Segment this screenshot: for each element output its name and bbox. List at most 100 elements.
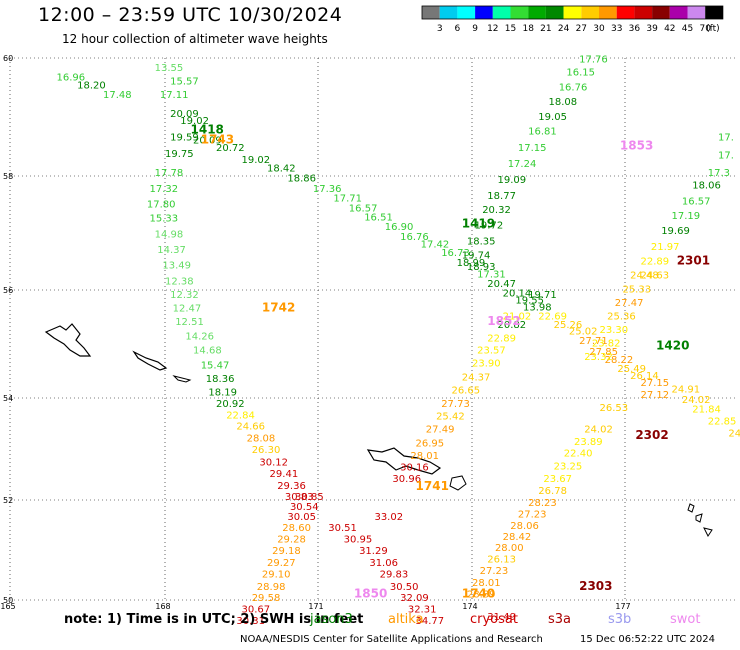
time-label: 2301	[677, 253, 710, 267]
colorbar-swatch	[457, 6, 476, 19]
swh-value: 29.18	[272, 546, 301, 557]
swh-value: 18.77	[487, 191, 516, 202]
colorbar-swatch	[634, 6, 653, 19]
colorbar-swatch	[492, 6, 511, 19]
colorbar-label: 45	[682, 24, 693, 34]
swh-value: 17.24	[508, 159, 537, 170]
swh-value: 29.58	[252, 593, 281, 604]
colorbar-label: 36	[629, 24, 641, 34]
legend-s3a: s3a	[548, 612, 572, 627]
swh-value: 26.53	[600, 403, 629, 414]
swh-value: 13.55	[155, 63, 184, 74]
swh-value: 28.22	[605, 355, 634, 366]
swh-value: 16.90	[385, 222, 414, 233]
swh-value: 24.37	[462, 373, 491, 384]
swh-value: 29.10	[262, 570, 291, 581]
swh-value: 22.89	[641, 256, 670, 267]
swh-value: 12.47	[173, 304, 202, 315]
swh-value: 20.09	[170, 109, 199, 120]
island-shape	[687, 503, 695, 513]
swh-value: 16.81	[528, 127, 557, 138]
swh-value: 18.20	[77, 81, 106, 92]
colorbar-label: 12	[487, 24, 498, 34]
swh-value: 16.51	[364, 212, 393, 223]
swh-value: 27.23	[518, 510, 547, 521]
swh-value: 16.73	[441, 248, 470, 259]
swh-value: 24.91	[672, 385, 701, 396]
swh-value: 30.51	[328, 523, 357, 534]
longitude-label: 174	[462, 602, 477, 611]
swh-value: 27.47	[615, 298, 644, 309]
colorbar-label: 18	[522, 24, 534, 34]
swh-value: 16.15	[566, 68, 595, 79]
legend-altika: altika	[388, 612, 424, 627]
swh-value: 26.95	[416, 438, 445, 449]
swh-value: 17.11	[160, 90, 189, 101]
swh-value: 19.74	[462, 251, 491, 262]
colorbar-label: 6	[455, 24, 461, 34]
swh-value: 20.32	[482, 205, 511, 216]
swh-value: 16.57	[349, 203, 378, 214]
swh-value: 23.90	[472, 359, 501, 370]
legend-s3b: s3b	[608, 612, 632, 627]
swh-value: 27.85	[589, 347, 618, 358]
swh-value: 25.42	[436, 411, 465, 422]
latitude-label: 58	[3, 172, 13, 181]
swh-value: 30.67	[242, 605, 271, 616]
swh-value: 28.42	[503, 532, 532, 543]
island-shape	[366, 447, 442, 475]
swh-value: 17.42	[421, 239, 450, 250]
latitude-label: 52	[3, 496, 13, 505]
swh-value: 33.02	[374, 512, 403, 523]
swh-value: 17.15	[518, 143, 547, 154]
swh-value: 26.13	[487, 555, 516, 566]
swh-value: 25.33	[622, 285, 651, 296]
colorbar-swatch	[439, 6, 458, 19]
colorbar-label: 3	[437, 24, 443, 34]
map-title: 12:00 – 23:59 UTC 10/30/2024	[38, 4, 343, 26]
swh-value: 16.96	[57, 72, 86, 83]
swh-value: 30.05	[287, 512, 316, 523]
longitude-label: 171	[308, 602, 323, 611]
swh-value: 22.40	[564, 449, 593, 460]
latitude-label: 50	[3, 596, 13, 605]
swh-value: 27.23	[480, 566, 509, 577]
swh-value: 27.73	[441, 399, 470, 410]
swh-value: 17.31	[477, 269, 506, 280]
swh-value: 20.09	[193, 136, 222, 147]
colorbar-swatch	[687, 6, 706, 19]
colorbar-label: 9	[472, 24, 478, 34]
swh-value: 28.60	[282, 523, 311, 534]
colorbar-swatch	[563, 6, 582, 19]
colorbar-label: 39	[646, 24, 658, 34]
swh-value: 15.57	[170, 77, 199, 88]
credit-text: NOAA/NESDIS Center for Satellite Applica…	[240, 634, 543, 645]
swh-value: 28.08	[247, 433, 276, 444]
colorbar-swatch	[599, 6, 617, 19]
time-label: 2303	[579, 579, 612, 593]
coastlines	[44, 323, 713, 537]
swh-value: 31.06	[369, 558, 398, 569]
colorbar: 3 6 9 12 15 18 21 24 27 30 33 36 39 42 45 70(ft)	[421, 5, 724, 34]
time-label: 1742	[262, 301, 295, 315]
swh-value: 17.32	[150, 184, 179, 195]
swh-value: 17.78	[155, 168, 184, 179]
colorbar-swatch	[652, 6, 670, 19]
swh-value: 17.	[718, 150, 734, 161]
swh-value: 32.09	[400, 593, 429, 604]
swh-value: 27.71	[579, 336, 608, 347]
swh-value: 23.57	[477, 346, 506, 357]
swh-value: 19.55	[515, 296, 544, 307]
swh-value: 30.12	[259, 457, 288, 468]
swh-value: 14.26	[185, 332, 214, 343]
swh-value: 14.68	[193, 346, 222, 357]
swh-value: 17.	[718, 133, 734, 144]
longitude-label: 168	[155, 602, 170, 611]
swh-value: 24.48	[630, 271, 659, 282]
island-shape	[449, 475, 467, 491]
island-shape	[172, 375, 192, 383]
island-shape	[44, 323, 92, 357]
swh-value: 23.32	[584, 352, 613, 363]
swh-value: 25.36	[607, 312, 636, 323]
